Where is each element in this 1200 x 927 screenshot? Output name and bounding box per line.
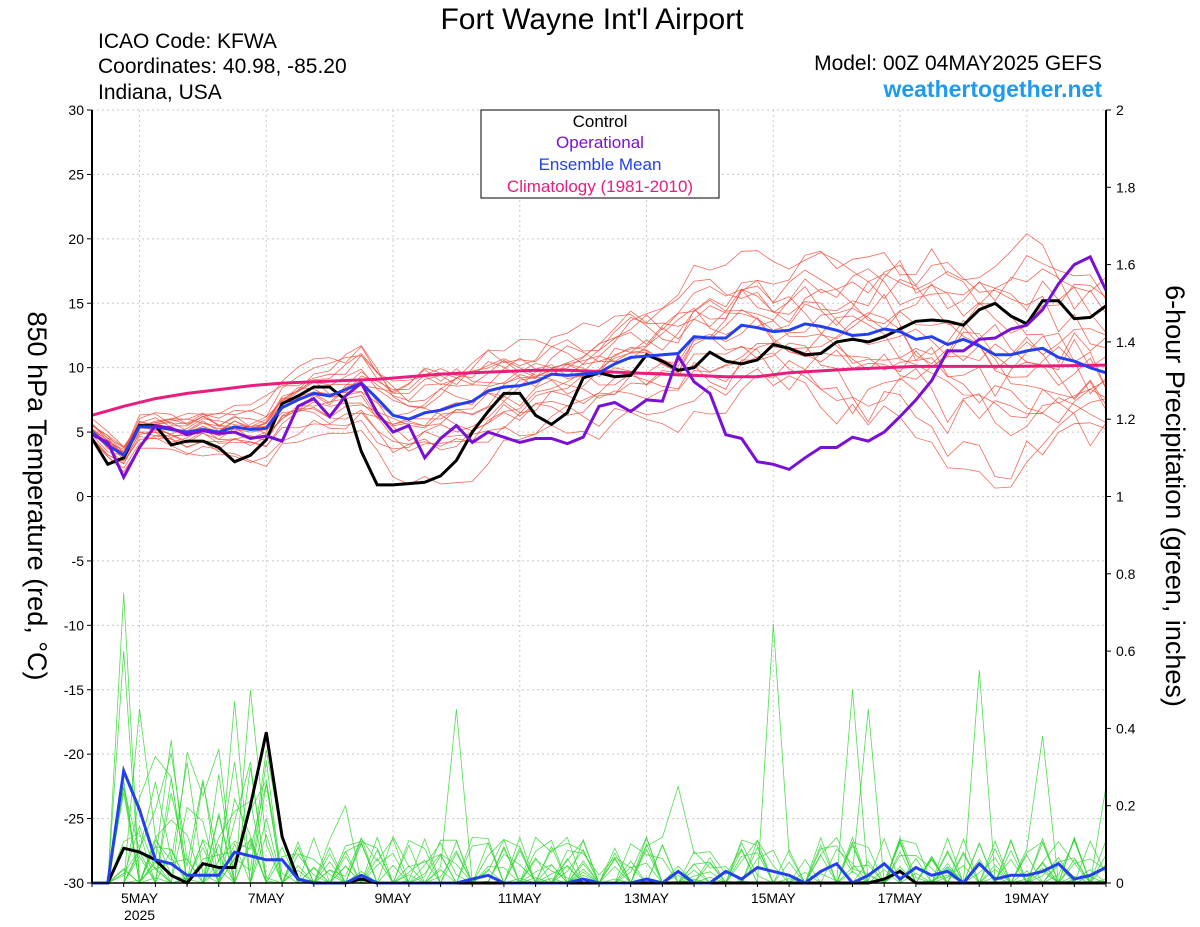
temp-member-line: [91, 248, 1107, 448]
y-right-tick-label: 0.8: [1116, 566, 1136, 582]
main-series: [90, 254, 1108, 886]
y-left-tick-label: 5: [76, 424, 84, 440]
legend-control: Control: [573, 112, 628, 131]
y-left-tick-label: 30: [68, 102, 84, 118]
y-right-tick-label: 1.6: [1116, 257, 1136, 273]
precip-member-line: [92, 739, 1106, 885]
legend-climatology: Climatology (1981-2010): [507, 177, 693, 196]
legend-box: [480, 109, 720, 199]
temp-member-line: [91, 268, 1107, 456]
temp-member-line: [91, 309, 1107, 453]
temp-member-line: [91, 233, 1107, 453]
axes: 302520151050-5-10-15-20-25-3021.81.61.41…: [64, 102, 1136, 923]
x-tick-label: 7MAY: [248, 890, 286, 906]
y-right-tick-label: 0.6: [1116, 643, 1136, 659]
legend-ensemble-mean: Ensemble Mean: [539, 155, 662, 174]
model-run: Model: 00Z 04MAY2025 GEFS: [814, 52, 1102, 75]
y-right-tick-label: 1.4: [1116, 334, 1136, 350]
y-right-tick-label: 0.4: [1116, 720, 1136, 736]
y-left-tick-label: -30: [64, 875, 84, 891]
x-year-label: 2025: [124, 907, 155, 923]
y-right-tick-label: 1.8: [1116, 179, 1136, 195]
y-right-tick-label: 0: [1116, 875, 1124, 891]
x-tick-label: 15MAY: [751, 890, 797, 906]
temp-member-line: [91, 280, 1107, 454]
x-tick-label: 11MAY: [498, 890, 542, 906]
y-right-tick-label: 1: [1116, 489, 1124, 505]
legend: Control Operational Ensemble Mean Climat…: [480, 109, 720, 199]
y-left-tick-label: 15: [68, 295, 84, 311]
brand-link[interactable]: weathertogether.net: [882, 76, 1102, 102]
y-right-tick-label: 1.2: [1116, 411, 1136, 427]
y-axis-left-label: 850 hPa Temperature (red, °C): [22, 312, 52, 681]
x-tick-label: 9MAY: [374, 890, 412, 906]
temp-member-line: [91, 260, 1107, 449]
precip-ensemble-members: [92, 593, 1107, 885]
y-left-tick-label: -10: [64, 617, 84, 633]
y-left-tick-label: 20: [68, 231, 84, 247]
temp-member-line: [91, 336, 1107, 463]
precip-member-line: [92, 670, 1106, 885]
x-tick-label: 5MAY: [121, 890, 159, 906]
temp-ensemble-mean-line: [91, 322, 1107, 458]
y-left-tick-label: -5: [72, 553, 85, 569]
legend-operational: Operational: [556, 133, 644, 152]
x-tick-label: 13MAY: [624, 890, 670, 906]
temp-member-line: [91, 312, 1107, 473]
temp-member-line: [91, 368, 1107, 489]
y-left-tick-label: -15: [64, 682, 84, 698]
coordinates: Coordinates: 40.98, -85.20: [98, 55, 347, 78]
y-right-tick-label: 0.2: [1116, 798, 1136, 814]
precip-member-line: [92, 761, 1107, 884]
temp-operational-line: [91, 254, 1108, 481]
precip-member-line: [92, 623, 1107, 885]
climatology-line: [91, 363, 1107, 417]
temp-member-line: [91, 278, 1107, 453]
y-left-tick-label: 25: [68, 166, 84, 182]
y-left-tick-label: 0: [76, 489, 84, 505]
y-left-tick-label: -25: [64, 811, 84, 827]
x-tick-label: 17MAY: [878, 890, 924, 906]
temp-member-line: [91, 288, 1107, 455]
precip-member-line: [92, 593, 1106, 885]
y-left-tick-label: -20: [64, 746, 84, 762]
temp-member-line: [91, 307, 1107, 457]
region: Indiana, USA: [98, 81, 222, 104]
chart-title: Fort Wayne Int'l Airport: [440, 3, 744, 36]
temp-ensemble-members: [91, 233, 1107, 489]
y-left-tick-label: 10: [68, 360, 84, 376]
y-right-tick-label: 2: [1116, 102, 1124, 118]
x-tick-label: 19MAY: [1004, 890, 1050, 906]
y-axis-right-label: 6-hour Precipitation (green, inches): [1160, 285, 1190, 707]
icao-code: ICAO Code: KFWA: [98, 30, 277, 53]
